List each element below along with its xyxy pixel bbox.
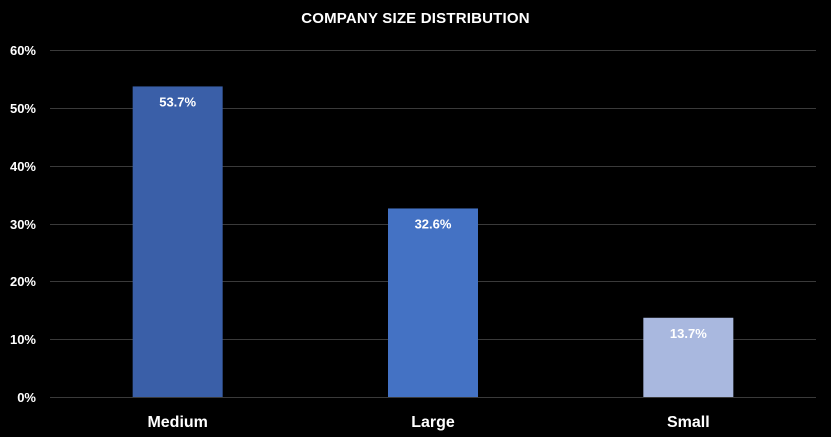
data-labels: 53.7% 32.6% 13.7% — [159, 94, 707, 340]
y-tick-label: 50% — [10, 101, 36, 116]
y-tick-label: 40% — [10, 159, 36, 174]
y-tick-label: 20% — [10, 274, 36, 289]
x-axis-categories: Medium Large Small — [147, 414, 709, 431]
bars — [132, 86, 734, 397]
bar-small — [643, 317, 734, 397]
bar-large — [388, 208, 478, 397]
data-label-small: 13.7% — [670, 326, 707, 341]
y-tick-label: 60% — [10, 43, 36, 58]
data-label-medium: 53.7% — [159, 94, 196, 109]
chart-title: COMPANY SIZE DISTRIBUTION — [301, 10, 530, 27]
y-axis-ticks: 0% 10% 20% 30% 40% 50% 60% — [10, 43, 36, 405]
y-tick-label: 30% — [10, 217, 36, 232]
y-tick-label: 0% — [17, 390, 36, 405]
x-category-label-medium: Medium — [147, 414, 207, 431]
bar-medium — [132, 86, 223, 397]
x-category-label-large: Large — [411, 414, 455, 431]
x-category-label-small: Small — [667, 414, 710, 431]
data-label-large: 32.6% — [415, 216, 452, 231]
y-tick-label: 10% — [10, 332, 36, 347]
